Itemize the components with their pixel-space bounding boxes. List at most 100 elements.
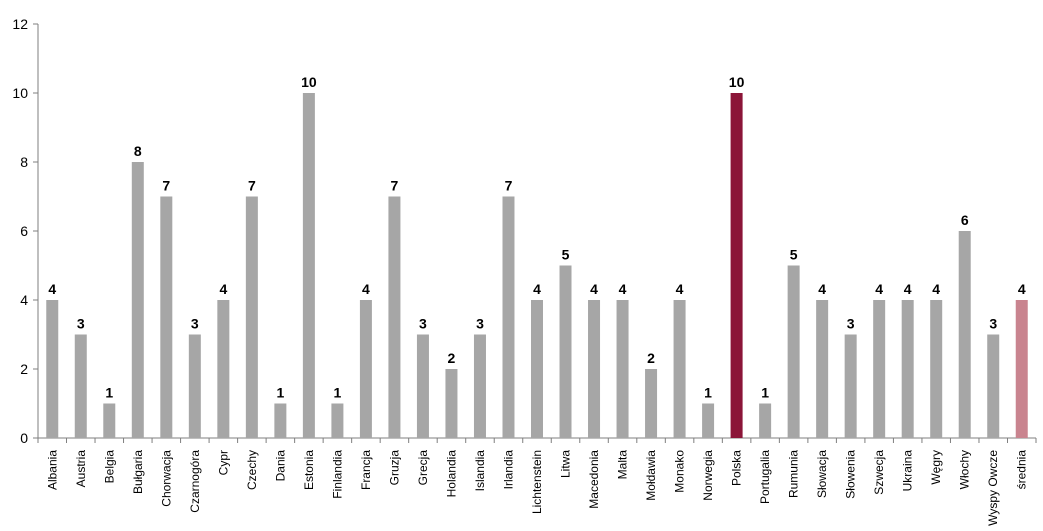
data-label: 4 bbox=[619, 281, 627, 297]
x-tick-label: Gruzja bbox=[387, 450, 401, 486]
x-tick-label: średnia bbox=[1015, 450, 1029, 490]
bar bbox=[816, 300, 829, 438]
bar bbox=[502, 196, 515, 438]
y-tick-label: 10 bbox=[12, 85, 28, 101]
x-tick-label: Rumunia bbox=[787, 450, 801, 498]
bar bbox=[873, 300, 886, 438]
data-label: 1 bbox=[704, 385, 712, 401]
data-label: 4 bbox=[219, 281, 227, 297]
y-tick-label: 6 bbox=[20, 223, 28, 239]
bars bbox=[46, 93, 1028, 438]
bar bbox=[901, 300, 914, 438]
x-tick-label: Belgia bbox=[102, 450, 116, 484]
bar bbox=[416, 334, 429, 438]
bar bbox=[245, 196, 258, 438]
data-label: 7 bbox=[162, 178, 170, 194]
bar bbox=[445, 369, 458, 438]
x-tick-label: Holandia bbox=[444, 450, 458, 498]
x-tick-label: Mołdawia bbox=[644, 450, 658, 501]
data-label: 7 bbox=[391, 178, 399, 194]
data-label: 4 bbox=[533, 281, 541, 297]
bar bbox=[74, 334, 87, 438]
data-label: 10 bbox=[301, 74, 317, 90]
bar bbox=[844, 334, 857, 438]
bar bbox=[987, 334, 1000, 438]
data-label: 7 bbox=[248, 178, 256, 194]
data-label: 4 bbox=[904, 281, 912, 297]
x-tick-label: Monako bbox=[673, 450, 687, 493]
x-tick-label: Macedonia bbox=[587, 450, 601, 509]
bar bbox=[730, 93, 743, 438]
data-label: 1 bbox=[105, 385, 113, 401]
x-tick-label: Słowenia bbox=[844, 450, 858, 499]
data-label: 8 bbox=[134, 143, 142, 159]
data-label: 5 bbox=[790, 247, 798, 263]
data-label: 2 bbox=[448, 350, 456, 366]
data-label: 5 bbox=[562, 247, 570, 263]
bar bbox=[645, 369, 658, 438]
x-tick-label: Finlandia bbox=[330, 450, 344, 499]
data-label: 1 bbox=[276, 385, 284, 401]
bar bbox=[331, 403, 344, 438]
y-tick-label: 12 bbox=[12, 16, 28, 32]
data-label: 3 bbox=[77, 316, 85, 332]
data-label: 4 bbox=[818, 281, 826, 297]
y-tick-label: 4 bbox=[20, 292, 28, 308]
x-tick-label: Austria bbox=[74, 450, 88, 488]
bar bbox=[359, 300, 372, 438]
data-label: 4 bbox=[362, 281, 370, 297]
data-label: 4 bbox=[676, 281, 684, 297]
x-axis bbox=[37, 437, 1037, 443]
data-label: 10 bbox=[729, 74, 745, 90]
x-tick-label: Czarnogóra bbox=[188, 450, 202, 513]
bar bbox=[217, 300, 230, 438]
bar bbox=[930, 300, 943, 438]
x-tick-label: Węgry bbox=[929, 450, 943, 485]
bar bbox=[787, 265, 800, 438]
x-tick-label: Francja bbox=[359, 450, 373, 490]
x-tick-label: Albania bbox=[45, 450, 59, 490]
bar bbox=[616, 300, 629, 438]
bar bbox=[160, 196, 173, 438]
bar bbox=[958, 231, 971, 438]
x-tick-label: Czechy bbox=[245, 450, 259, 490]
x-tick-label: Lichtenstein bbox=[530, 450, 544, 514]
data-label: 2 bbox=[647, 350, 655, 366]
x-tick-label: Włochy bbox=[958, 450, 972, 489]
x-tick-label: Wyspy Owcze bbox=[986, 450, 1000, 526]
data-label: 1 bbox=[761, 385, 769, 401]
x-tick-label: Irlandia bbox=[501, 450, 515, 490]
x-tick-label: Islandia bbox=[473, 450, 487, 492]
x-tick-label: Litwa bbox=[559, 450, 573, 478]
bar bbox=[559, 265, 572, 438]
y-axis: 0 2 4 6 8 10 12 bbox=[12, 16, 39, 446]
x-tick-label: Chorwacja bbox=[159, 450, 173, 507]
x-tick-label: Norwegia bbox=[701, 450, 715, 501]
data-label: 1 bbox=[334, 385, 342, 401]
x-tick-label: Szwecja bbox=[872, 450, 886, 495]
bar bbox=[673, 300, 686, 438]
x-tick-label: Dania bbox=[273, 450, 287, 482]
data-label: 3 bbox=[989, 316, 997, 332]
data-label: 7 bbox=[505, 178, 513, 194]
x-tick-label: Estonia bbox=[302, 450, 316, 490]
bar bbox=[188, 334, 201, 438]
bar bbox=[759, 403, 772, 438]
bar bbox=[1015, 300, 1028, 438]
data-label: 3 bbox=[847, 316, 855, 332]
bar bbox=[702, 403, 715, 438]
y-tick-label: 8 bbox=[20, 154, 28, 170]
data-label: 4 bbox=[48, 281, 56, 297]
x-tick-label: Polska bbox=[730, 450, 744, 486]
bar bbox=[473, 334, 486, 438]
x-tick-label: Grecja bbox=[416, 450, 430, 486]
bar bbox=[388, 196, 401, 438]
data-label: 3 bbox=[476, 316, 484, 332]
bar bbox=[588, 300, 601, 438]
data-labels: 4 3 1 8 7 3 4 7 1 10 1 4 7 3 2 3 7 4 5 4 4 2 4 1 10 1 5 4 3 4 4 4 6 3 4 bbox=[48, 74, 1025, 401]
bar bbox=[274, 403, 287, 438]
x-tick-label: Słowacja bbox=[815, 450, 829, 498]
data-label: 4 bbox=[1018, 281, 1026, 297]
y-tick-label: 0 bbox=[20, 430, 28, 446]
